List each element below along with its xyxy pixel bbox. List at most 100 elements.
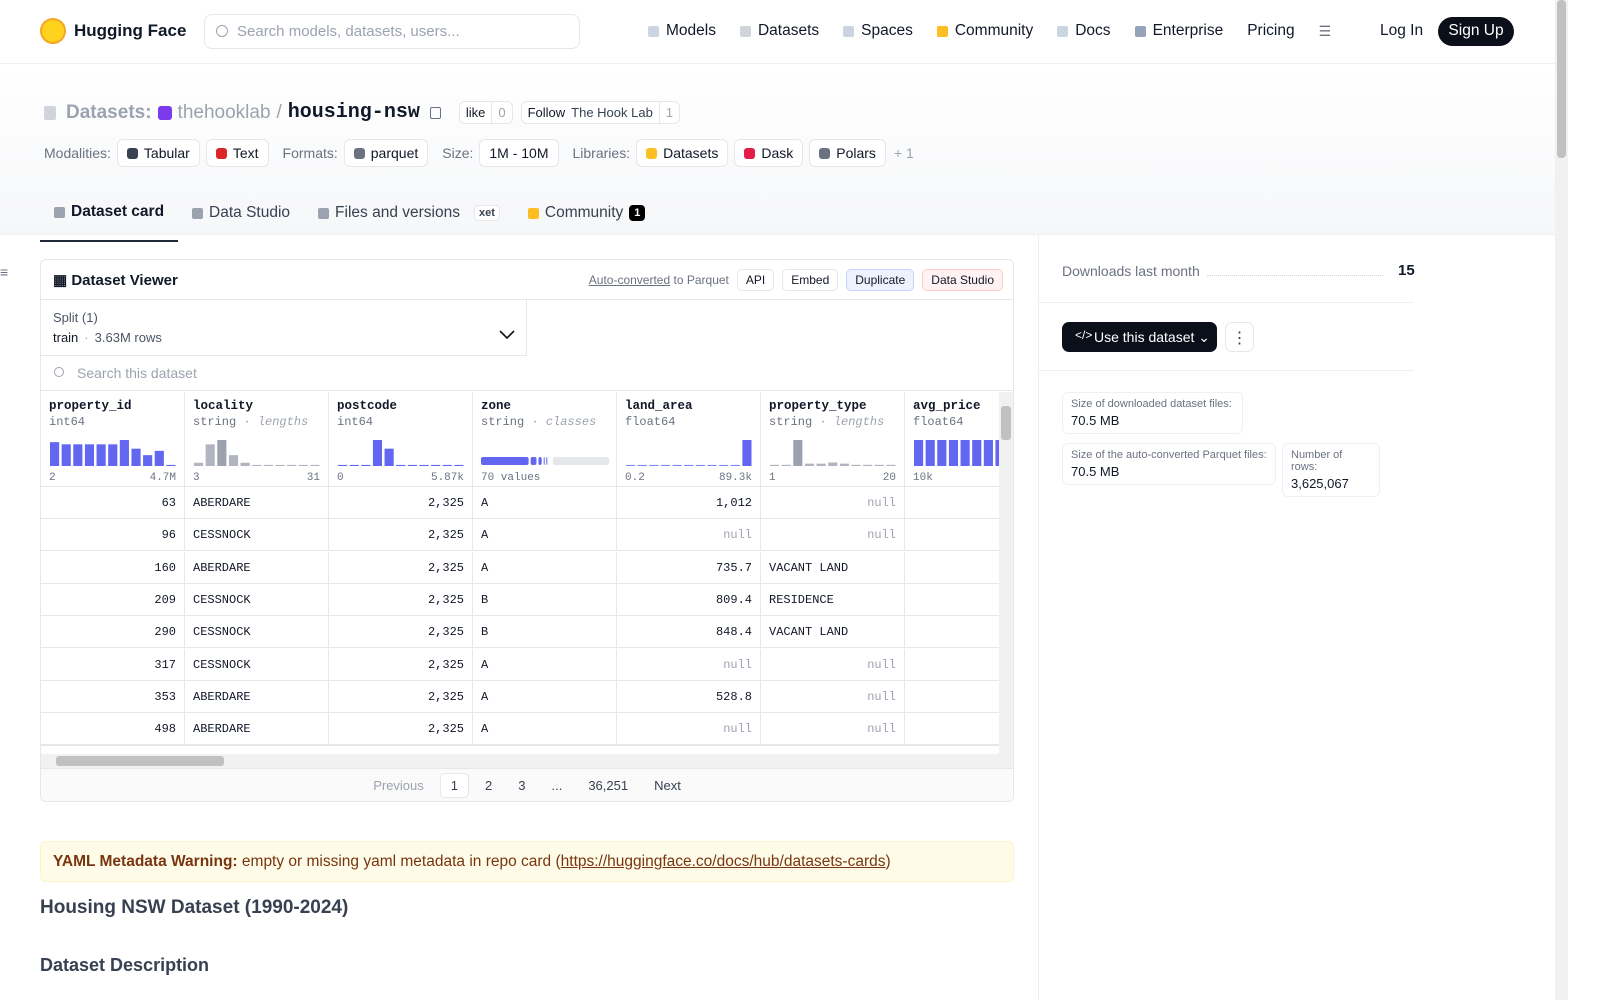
nav-item[interactable]: Docs bbox=[1057, 22, 1111, 40]
column-range: 3 31 bbox=[193, 472, 320, 484]
tab-label: Data Studio bbox=[209, 204, 291, 221]
tag[interactable]: 1M - 10M bbox=[479, 139, 559, 167]
follow-label: Follow bbox=[527, 105, 566, 120]
cell-value: CESSNOCK bbox=[193, 625, 251, 640]
page-number[interactable]: 2 bbox=[485, 777, 493, 793]
tab[interactable]: Community 1 bbox=[514, 200, 660, 242]
table-cell: A bbox=[473, 519, 617, 552]
viewer-title-text: Dataset Viewer bbox=[71, 272, 178, 289]
page-number[interactable]: 1 bbox=[439, 772, 469, 798]
histogram-bar bbox=[61, 444, 71, 466]
viewer-title: ▦ Dataset Viewer bbox=[53, 272, 178, 289]
column-header[interactable]: property_id int64 2 4.7M bbox=[41, 392, 185, 487]
column-histogram bbox=[626, 440, 752, 466]
tab[interactable]: Data Studio bbox=[178, 200, 304, 242]
histogram-bar bbox=[742, 440, 752, 466]
vertical-scrollbar[interactable] bbox=[999, 392, 1013, 754]
use-dataset-button[interactable]: </> Use this dataset ⌄ bbox=[1062, 322, 1217, 352]
table-cell bbox=[905, 713, 999, 746]
like-button[interactable]: like 0 bbox=[458, 101, 513, 124]
column-header[interactable]: avg_price float64 10k bbox=[905, 392, 999, 487]
repo-name[interactable]: housing-nsw bbox=[287, 101, 420, 124]
next-page[interactable]: Next bbox=[654, 777, 681, 793]
nav-item[interactable]: Enterprise bbox=[1134, 22, 1223, 40]
nav-item[interactable]: Community bbox=[936, 22, 1033, 40]
histogram-bar bbox=[298, 464, 308, 466]
column-header[interactable]: postcode int64 0 5.87k bbox=[329, 392, 473, 487]
column-header[interactable]: locality string · lengths 3 31 bbox=[185, 392, 329, 487]
page-scrollbar[interactable] bbox=[1555, 0, 1568, 1000]
tag-icon bbox=[353, 147, 365, 159]
cell-value: null bbox=[867, 722, 896, 737]
column-dtype: float64 bbox=[625, 415, 676, 429]
signup-button[interactable]: Sign Up bbox=[1438, 17, 1514, 46]
tag-row: Modalities: Tabular Text Formats: parquet Siz… bbox=[44, 139, 914, 167]
column-subtype: · classes bbox=[531, 415, 597, 429]
viewer-button[interactable]: Embed bbox=[782, 269, 839, 291]
more-button[interactable]: ⋮ bbox=[1225, 322, 1254, 352]
stat-value: 70.5 MB bbox=[1071, 464, 1120, 479]
column-subtype: · lengths bbox=[819, 415, 885, 429]
table-cell: 2,325 bbox=[329, 680, 473, 713]
table-cell: 63 bbox=[41, 487, 185, 519]
column-dtype: string bbox=[481, 415, 525, 429]
nav-menu[interactable]: ☰ bbox=[1318, 22, 1332, 39]
copy-button[interactable] bbox=[429, 106, 441, 119]
tab[interactable]: Dataset card bbox=[40, 200, 179, 242]
nav-icon bbox=[1057, 25, 1069, 37]
page-number[interactable]: ... bbox=[551, 777, 563, 793]
page-scroll-thumb[interactable] bbox=[1557, 0, 1566, 158]
tag-label: Text bbox=[232, 145, 259, 161]
viewer-button[interactable]: Duplicate bbox=[846, 269, 915, 291]
column-name: avg_price bbox=[913, 399, 981, 413]
tag[interactable]: parquet bbox=[343, 139, 429, 167]
warning-link[interactable]: https://huggingface.co/docs/hub/datasets… bbox=[560, 853, 886, 870]
tag[interactable]: Polars bbox=[809, 139, 886, 167]
nav-item[interactable]: Models bbox=[648, 22, 716, 40]
range-min: 70 values bbox=[481, 472, 541, 484]
column-type: string · lengths bbox=[769, 415, 896, 429]
column-header[interactable]: zone string · classes 70 values bbox=[473, 392, 617, 487]
cell-value: CESSNOCK bbox=[193, 528, 251, 543]
auto-converted-link[interactable]: Auto-converted bbox=[588, 273, 671, 287]
histogram-bar bbox=[384, 448, 394, 466]
viewer-button[interactable]: Data Studio bbox=[922, 269, 1003, 291]
split-selector[interactable]: Split (1) train · 3.63M rows bbox=[41, 300, 527, 356]
repo-owner[interactable]: thehooklab bbox=[177, 101, 271, 123]
login-link[interactable]: Log In bbox=[1380, 22, 1424, 39]
cell-value: 209 bbox=[154, 592, 176, 607]
table-cell bbox=[905, 552, 999, 584]
horizontal-scrollbar[interactable] bbox=[41, 754, 1013, 768]
column-dtype: int64 bbox=[49, 415, 86, 429]
cell-value: 735.7 bbox=[715, 560, 752, 575]
column-name: property_type bbox=[769, 399, 867, 413]
stat-label: Size of downloaded dataset files: bbox=[1071, 398, 1232, 410]
page-number[interactable]: 36,251 bbox=[588, 777, 629, 793]
logo[interactable]: Hugging Face bbox=[40, 18, 186, 44]
histogram-bar bbox=[252, 464, 262, 466]
dataset-search[interactable]: Search this dataset bbox=[41, 356, 1013, 391]
previous-page[interactable]: Previous bbox=[373, 777, 424, 793]
tag[interactable]: Text bbox=[205, 139, 269, 167]
nav-item[interactable]: Datasets bbox=[739, 22, 819, 40]
column-header[interactable]: land_area float64 0.2 89.3k bbox=[617, 392, 761, 487]
sidebar-toggle[interactable]: ≡ bbox=[0, 264, 9, 280]
site-search[interactable]: Search models, datasets, users... bbox=[204, 14, 580, 49]
tag[interactable]: Dask bbox=[734, 139, 804, 167]
cell-value: 2,325 bbox=[427, 657, 464, 672]
column-name: postcode bbox=[337, 399, 398, 413]
nav-item[interactable]: Spaces bbox=[843, 22, 913, 40]
tag[interactable]: Datasets bbox=[636, 139, 729, 167]
follow-button[interactable]: Follow The Hook Lab 1 bbox=[520, 101, 681, 124]
tag-icon bbox=[744, 147, 756, 159]
viewer-button[interactable]: API bbox=[736, 269, 775, 291]
tag[interactable]: Tabular bbox=[116, 139, 200, 167]
tab-label: Community bbox=[544, 204, 624, 221]
tab[interactable]: Files and versions xet bbox=[304, 200, 514, 242]
nav-item[interactable]: Pricing bbox=[1247, 22, 1294, 40]
like-label: like bbox=[465, 105, 486, 120]
column-header[interactable]: property_type string · lengths 1 20 bbox=[761, 392, 905, 487]
dataset-viewer: ▦ Dataset Viewer Auto-converted to Parqu… bbox=[40, 259, 1014, 802]
page-number[interactable]: 3 bbox=[518, 777, 526, 793]
more-tags[interactable]: + 1 bbox=[893, 145, 914, 161]
